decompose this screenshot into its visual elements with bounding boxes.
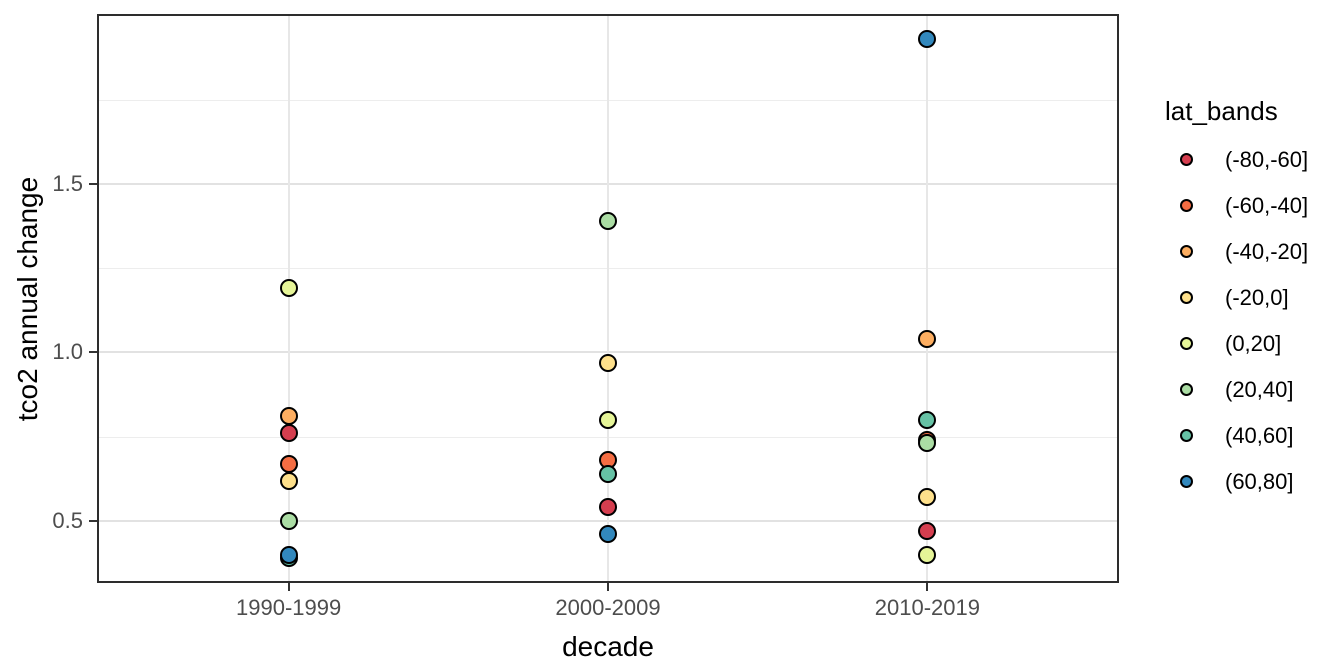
legend-color-dot: [1180, 429, 1193, 442]
legend-label: (-80,-60]: [1225, 147, 1309, 172]
data-point: [599, 525, 617, 544]
legend-label: (40,60]: [1225, 423, 1294, 448]
data-point: [599, 211, 617, 230]
data-point: [599, 498, 617, 517]
y-tick-label: 0.5: [52, 507, 83, 533]
gridline-x-major: [287, 16, 290, 581]
legend-label: (0,20]: [1225, 331, 1282, 356]
data-point: [279, 424, 298, 443]
x-tick-label: 1990-1999: [236, 595, 342, 620]
legend-color-dot: [1180, 245, 1193, 258]
data-point: [918, 488, 937, 507]
y-tick-mark: [89, 519, 97, 522]
y-tick-label: 1.5: [52, 170, 83, 196]
legend-color-dot: [1180, 337, 1193, 350]
legend-title: lat_bands: [1165, 96, 1278, 126]
data-point: [279, 511, 298, 530]
legend-color-dot: [1180, 475, 1193, 488]
legend-color-dot: [1180, 383, 1193, 396]
data-point: [279, 545, 298, 564]
y-tick-mark: [89, 182, 97, 185]
x-tick-mark: [287, 583, 290, 591]
data-point: [599, 353, 617, 372]
x-tick-label: 2000-2009: [555, 595, 661, 620]
legend-label: (-60,-40]: [1225, 193, 1309, 218]
legend-label: (-20,0]: [1225, 285, 1289, 310]
gridline-x-major: [926, 16, 929, 581]
x-tick-mark: [926, 583, 929, 591]
data-point: [918, 522, 937, 541]
data-point: [279, 407, 298, 426]
x-tick-label: 2010-2019: [874, 595, 980, 620]
data-point: [918, 29, 937, 48]
plot-panel: [97, 14, 1119, 583]
data-point: [918, 329, 937, 348]
data-point: [918, 545, 937, 564]
legend-label: (-40,-20]: [1225, 239, 1309, 264]
y-axis-title: tco2 annual change: [12, 176, 43, 421]
data-point: [279, 454, 298, 473]
x-tick-mark: [607, 583, 609, 591]
data-point: [918, 434, 937, 453]
legend-label: (60,80]: [1225, 469, 1294, 494]
data-point: [599, 464, 617, 483]
legend-color-dot: [1180, 153, 1193, 166]
y-tick-label: 1.0: [52, 339, 83, 365]
legend-color-dot: [1180, 199, 1193, 212]
data-point: [599, 410, 617, 429]
legend-color-dot: [1180, 291, 1193, 304]
gridline-x-major: [607, 16, 609, 581]
data-point: [279, 471, 298, 490]
data-point: [918, 410, 937, 429]
data-point: [279, 279, 298, 298]
legend-label: (20,40]: [1225, 377, 1294, 402]
y-tick-mark: [89, 351, 97, 354]
x-axis-title: decade: [562, 631, 654, 662]
